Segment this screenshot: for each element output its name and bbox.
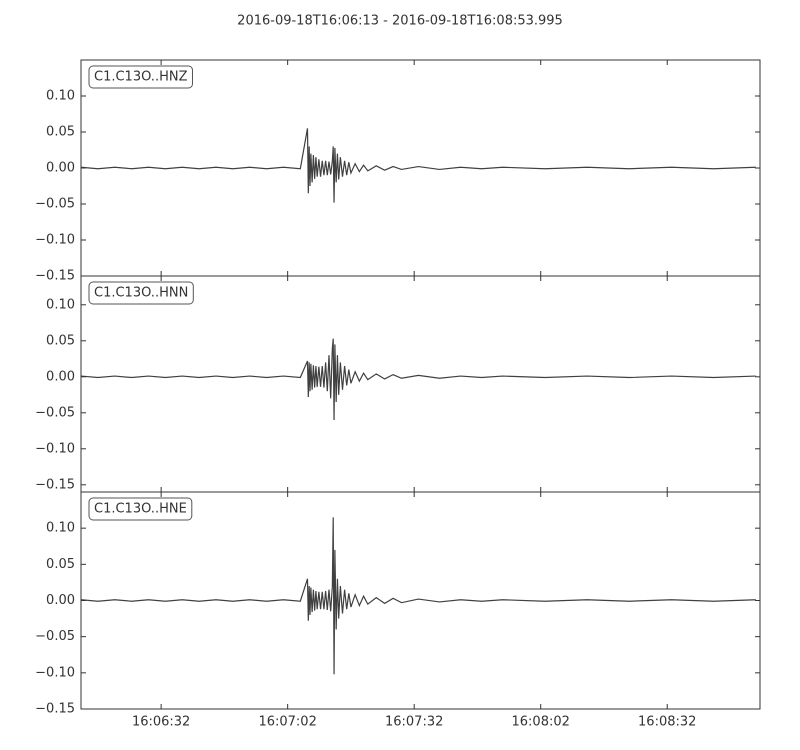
y-tick-label: −0.15 xyxy=(35,269,75,284)
y-tick-label: −0.10 xyxy=(35,665,75,680)
trace-label: C1.C13O..HNN xyxy=(94,286,188,301)
trace-label: C1.C13O..HNE xyxy=(94,502,187,517)
y-tick-label: 0.00 xyxy=(46,161,75,176)
y-tick-label: 0.00 xyxy=(46,369,75,384)
waveform xyxy=(80,517,756,675)
chart-title: 2016-09-18T16:06:13 - 2016-09-18T16:08:5… xyxy=(237,14,563,29)
x-tick-label: 16:06:32 xyxy=(132,715,190,730)
y-tick-label: 0.05 xyxy=(46,333,75,348)
x-tick-label: 16:08:32 xyxy=(638,715,696,730)
y-tick-label: 0.05 xyxy=(46,557,75,572)
x-tick-label: 16:07:02 xyxy=(258,715,316,730)
y-tick-label: −0.10 xyxy=(35,233,75,248)
y-tick-label: −0.05 xyxy=(35,405,75,420)
x-tick-label: 16:08:02 xyxy=(512,715,570,730)
y-tick-label: 0.00 xyxy=(46,593,75,608)
trace-label: C1.C13O..HNZ xyxy=(94,70,188,85)
y-tick-label: −0.05 xyxy=(35,629,75,644)
axes-frame xyxy=(80,491,761,710)
y-tick-label: −0.15 xyxy=(35,477,75,492)
y-tick-label: −0.15 xyxy=(35,702,75,717)
trace-label-box xyxy=(88,65,193,89)
y-tick-label: 0.10 xyxy=(46,521,75,536)
x-tick-label: 16:07:32 xyxy=(385,715,443,730)
waveform xyxy=(80,338,756,421)
trace-label-box xyxy=(88,281,194,305)
y-tick-label: 0.10 xyxy=(46,297,75,312)
y-tick-label: −0.10 xyxy=(35,441,75,456)
y-tick-label: −0.05 xyxy=(35,197,75,212)
waveform xyxy=(80,128,756,203)
trace-label-box xyxy=(88,497,193,521)
y-tick-label: 0.05 xyxy=(46,125,75,140)
y-tick-label: 0.10 xyxy=(46,89,75,104)
